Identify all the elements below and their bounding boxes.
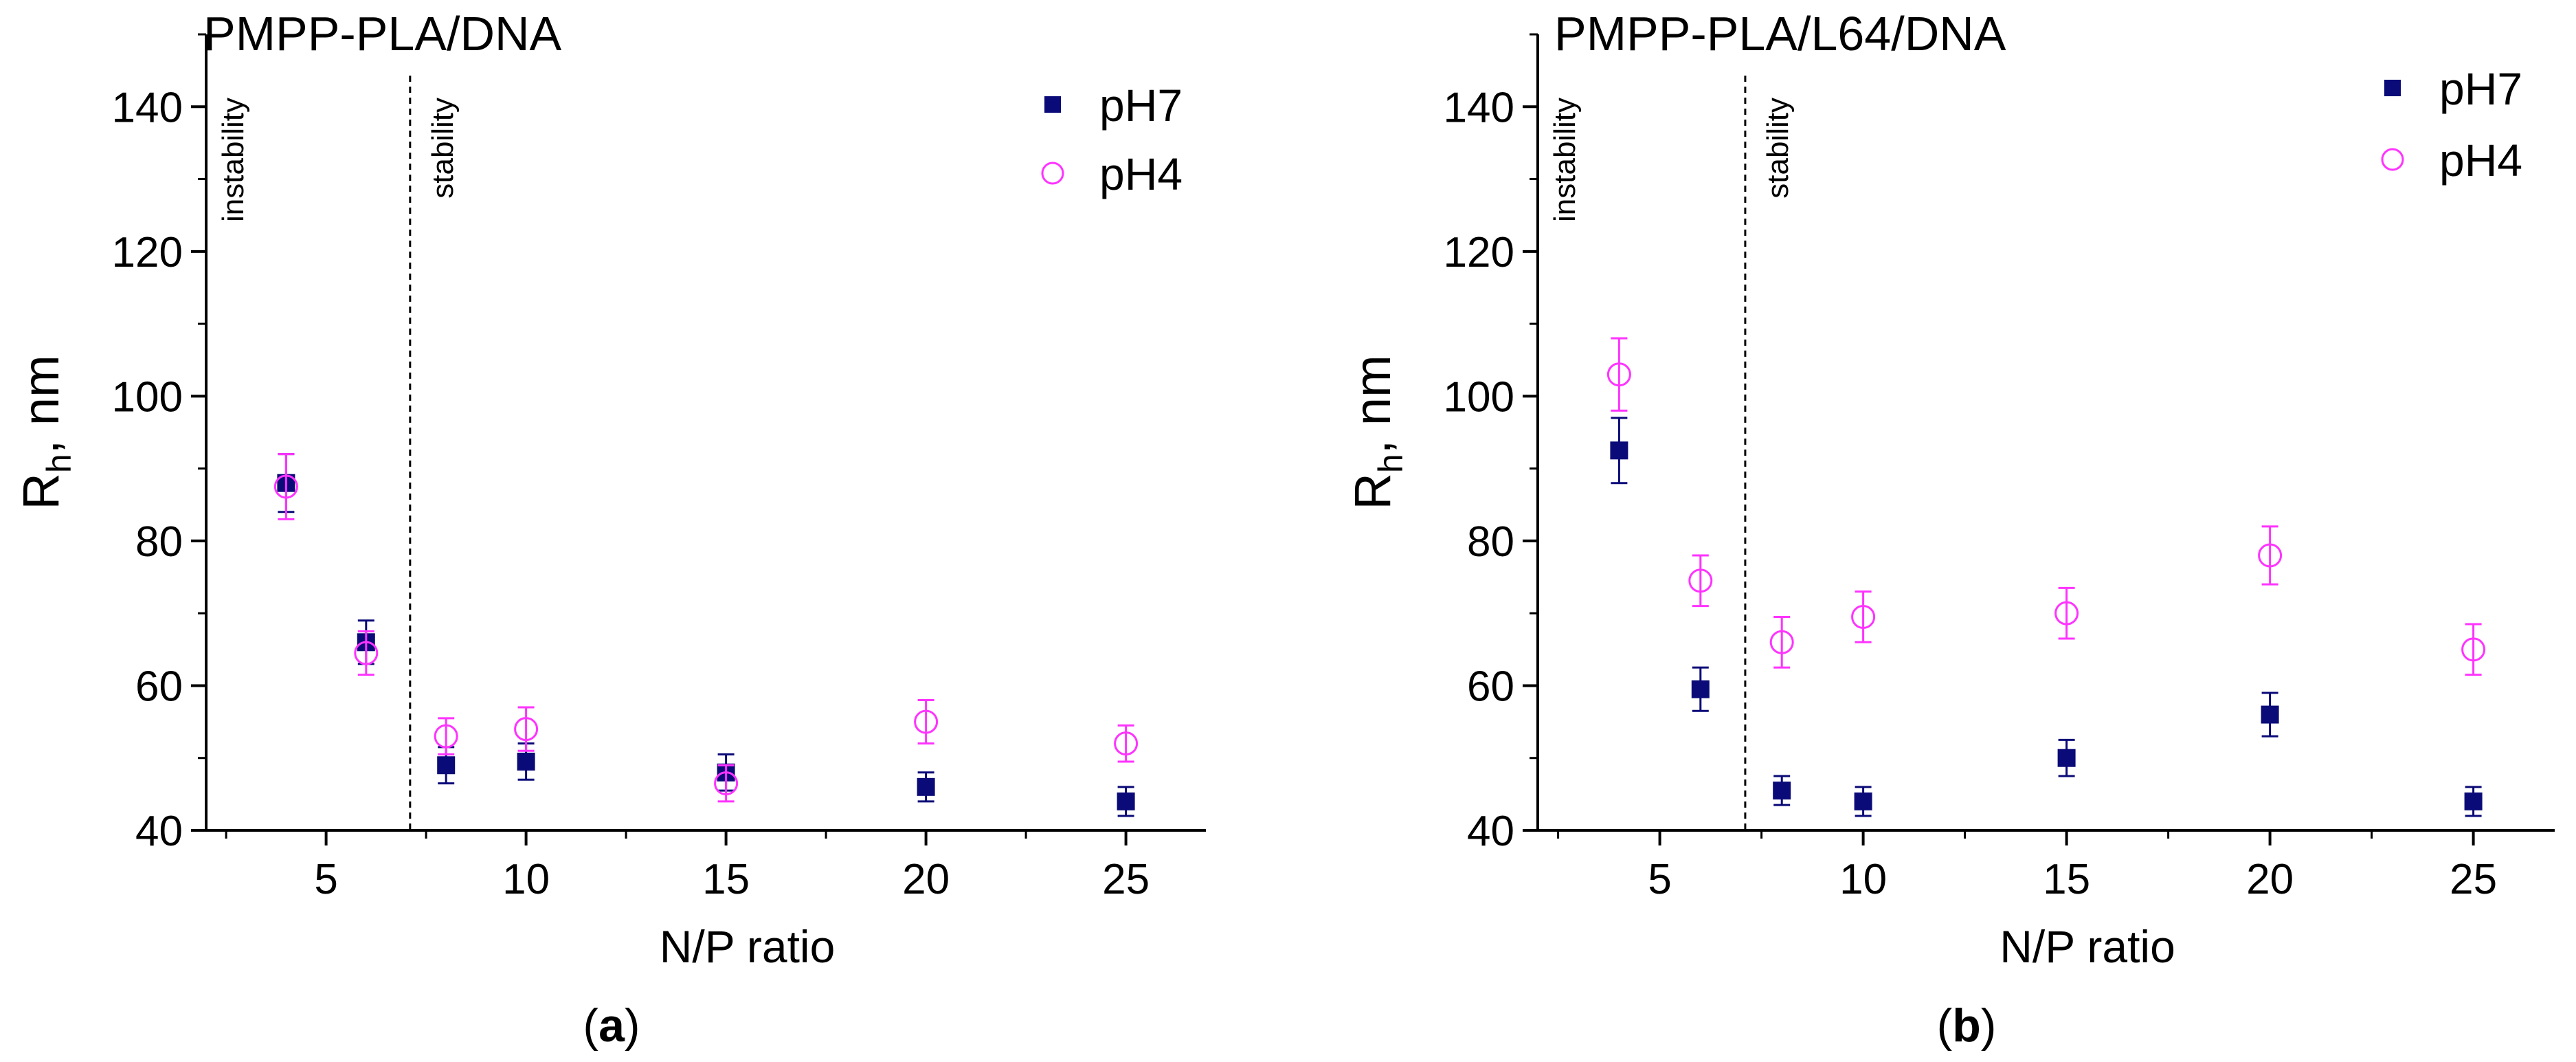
y-tick-label: 80 <box>1467 518 1514 566</box>
data-point-ph7 <box>917 777 935 796</box>
data-point-ph4 <box>514 717 539 742</box>
panel-caption: (b) <box>1937 999 1997 1052</box>
caption-letter: a <box>598 999 625 1052</box>
y-tick-label: 40 <box>135 808 183 855</box>
data-point-ph4 <box>1769 630 1794 654</box>
y-tick-label: 140 <box>112 84 183 131</box>
data-point-ph7 <box>1773 782 1791 800</box>
legend-label-ph4: pH4 <box>1099 148 1183 199</box>
x-tick-label: 5 <box>1648 856 1671 903</box>
data-point-ph4 <box>914 709 939 734</box>
data-point-ph4 <box>714 771 739 796</box>
legend-label-ph4: pH4 <box>2439 135 2522 186</box>
panel-b-chart: PMPP-PLA/L64/DNA 40 60 80 100 120 140 5 10 15 20 25… <box>1344 7 2555 1052</box>
caption-letter: b <box>1952 999 1981 1052</box>
chart-title: PMPP-PLA/DNA <box>203 7 562 60</box>
y-axis-label-unit: , nm <box>12 355 69 454</box>
data-point-ph4 <box>1851 604 1876 629</box>
y-axis-label-unit: , nm <box>1344 355 1401 454</box>
x-tick-label: 10 <box>502 856 550 903</box>
y-axis-label-main: R <box>12 473 69 509</box>
legend-label-ph7: pH7 <box>2439 63 2522 114</box>
data-point-ph4 <box>1114 731 1139 756</box>
data-point-ph7 <box>437 756 456 775</box>
x-tick-label: 25 <box>1102 856 1150 903</box>
panel-caption: (a) <box>583 999 640 1052</box>
x-tick-label: 15 <box>702 856 750 903</box>
legend-marker-ph4 <box>1041 162 1064 185</box>
y-axis-label-main: R <box>1344 473 1401 509</box>
data-point-ph7 <box>2057 749 2076 767</box>
caption-open-paren: ( <box>1937 999 1953 1052</box>
y-axis-label: Rh, nm <box>12 355 78 509</box>
data-point-ph7 <box>517 752 535 771</box>
data-point-ph7 <box>2261 705 2279 724</box>
data-point-ph4 <box>1606 362 1631 387</box>
y-tick-label: 140 <box>1444 84 1514 131</box>
y-tick-label: 60 <box>135 663 183 710</box>
x-tick-label: 20 <box>2246 856 2294 903</box>
y-tick-label: 100 <box>1444 373 1514 421</box>
y-axis-label-sub: h <box>1371 454 1410 473</box>
chart-title: PMPP-PLA/L64/DNA <box>1554 7 2006 60</box>
x-tick-label: 25 <box>2450 856 2497 903</box>
data-point-ph7 <box>1691 680 1710 698</box>
panel-a-chart: PMPP-PLA/DNA 40 60 80 100 120 140 5 10 15 20 25 N/P … <box>12 7 1206 1052</box>
data-point-ph4 <box>2461 637 2486 662</box>
data-point-ph7 <box>1117 792 1135 810</box>
data-point-ph4 <box>273 474 298 499</box>
legend-marker-ph4 <box>2381 148 2404 171</box>
data-point-ph7 <box>2464 792 2483 810</box>
x-axis-label: N/P ratio <box>2000 921 2175 972</box>
caption-open-paren: ( <box>583 999 598 1052</box>
data-point-ph7 <box>1854 792 1872 810</box>
y-axis-label: Rh, nm <box>1344 355 1410 509</box>
legend-marker-ph7 <box>2384 80 2401 96</box>
y-tick-label: 60 <box>1467 663 1514 710</box>
y-tick-label: 120 <box>1444 229 1514 276</box>
legend-label-ph7: pH7 <box>1099 80 1183 131</box>
y-tick-label: 100 <box>112 373 183 421</box>
data-point-ph4 <box>354 641 379 665</box>
data-point-ph4 <box>434 724 458 749</box>
y-axis-label-sub: h <box>40 454 78 473</box>
y-tick-label: 120 <box>112 229 183 276</box>
region-label-instability: instability <box>216 98 250 222</box>
data-point-ph4 <box>2054 601 2079 626</box>
data-point-ph7 <box>1610 441 1628 460</box>
region-label-instability: instability <box>1548 98 1582 222</box>
x-tick-label: 10 <box>1839 856 1887 903</box>
y-tick-label: 40 <box>1467 808 1514 855</box>
y-tick-label: 80 <box>135 518 183 566</box>
caption-close-paren: ) <box>1981 999 1997 1052</box>
region-label-stability: stability <box>426 98 460 199</box>
x-axis-label: N/P ratio <box>660 921 836 972</box>
region-label-stability: stability <box>1761 98 1795 199</box>
legend-marker-ph7 <box>1044 96 1061 113</box>
data-point-ph4 <box>1688 568 1713 593</box>
data-point-ph4 <box>2258 543 2283 568</box>
x-tick-label: 15 <box>2043 856 2090 903</box>
caption-close-paren: ) <box>625 999 640 1052</box>
x-tick-label: 5 <box>314 856 337 903</box>
x-tick-label: 20 <box>902 856 950 903</box>
